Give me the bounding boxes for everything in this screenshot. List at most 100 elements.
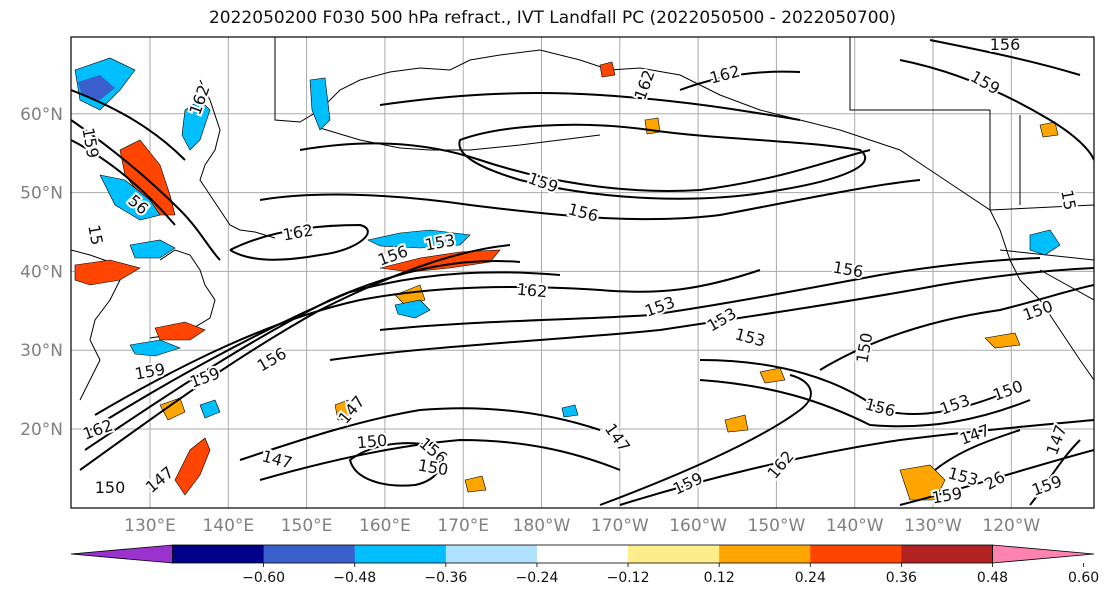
longitude-tick-label: 170°W (591, 516, 649, 536)
contour-162-north (379, 92, 801, 121)
coastlines (71, 37, 1094, 401)
contour-150-south (259, 438, 621, 481)
contour-153-east (699, 379, 1031, 428)
aleutian-chain (319, 127, 601, 151)
contour-label: 156 (990, 35, 1021, 54)
map-frame (70, 36, 1095, 509)
patch-neg-2 (78, 75, 115, 100)
latitude-labels: 60°N 50°N 40°N 30°N 20°N (20, 105, 63, 440)
patch-neg-9 (199, 399, 221, 419)
contour-159-nw (71, 119, 221, 261)
patch-pos-1 (119, 139, 176, 216)
colorbar-tick-label: 0.36 (886, 570, 917, 586)
contour-162-south (599, 374, 812, 506)
longitude-tick-label: 180°W (513, 516, 571, 536)
contour-153-mid (379, 257, 1041, 331)
colorbar-tick-label: 0.60 (1068, 570, 1099, 586)
colorbar-tick-label: −0.24 (515, 570, 558, 586)
longitude-tick-label: 130°E (124, 516, 176, 536)
contour-label: 15 (1057, 188, 1079, 211)
longitude-tick-label: 160°E (359, 516, 411, 536)
patch-neg-11 (309, 77, 331, 131)
latitude-tick-label: 20°N (20, 420, 63, 440)
colorbar-tick-label: 0.12 (704, 570, 735, 586)
contour-159-ring (458, 123, 867, 200)
patch-pos-8 (899, 464, 946, 501)
patch-pos-9 (984, 332, 1021, 349)
colorbar-segment (172, 545, 265, 563)
colorbar-segment (536, 545, 629, 563)
contour-150-ring-west (348, 442, 442, 487)
asia-coast (71, 249, 121, 401)
colorbar-tick-label: −0.12 (607, 570, 650, 586)
patch-pos-12 (1039, 121, 1059, 138)
patch-neg-7 (394, 299, 431, 319)
contour-156-mid (329, 267, 1094, 361)
longitude-tick-label: 150°W (748, 516, 806, 536)
contour-162-ne (679, 70, 801, 91)
patch-pos-15 (334, 399, 353, 421)
contour-162-jet (94, 269, 761, 416)
longitude-tick-label: 170°E (437, 516, 489, 536)
patch-neg-8 (129, 339, 181, 357)
map-title: 2022050200 F030 500 hPa refract., IVT La… (208, 8, 896, 28)
patch-pos-4 (394, 284, 426, 306)
patch-pos-14 (599, 61, 616, 78)
colorbar-extend-low (70, 544, 173, 564)
latitude-tick-label: 60°N (20, 105, 63, 125)
longitude-tick-label: 120°W (982, 516, 1040, 536)
patch-pos-6 (174, 437, 211, 496)
longitude-tick-label: 140°E (202, 516, 254, 536)
longitude-tick-label: 150°E (281, 516, 333, 536)
graticule (71, 37, 1094, 508)
contour-162-nw (71, 89, 186, 161)
contour-159-jet (89, 271, 561, 431)
colorbar-tick-label: 0.48 (977, 570, 1008, 586)
patch-neg-3 (99, 174, 161, 221)
contour-156-north (259, 179, 921, 221)
colorbar-tick-label: 0.24 (795, 570, 826, 586)
kamchatka-coast (199, 79, 276, 239)
patch-neg-6 (367, 229, 471, 249)
contour-label: 150 (95, 478, 126, 497)
colorbar-extend-high (992, 544, 1095, 564)
colorbar: −0.60 −0.48 −0.36 −0.24 −0.12 0.12 0.24 0.36 0.4… (70, 544, 1099, 586)
patch-neg-4 (181, 99, 211, 151)
latitude-tick-label: 40°N (20, 262, 63, 282)
border-line-6 (1039, 269, 1094, 301)
patch-neg-10 (1029, 229, 1061, 256)
contour-156-nw (71, 139, 176, 226)
contour-159-south (619, 419, 1094, 506)
latitude-tick-label: 50°N (20, 184, 63, 204)
contour-162-west (229, 223, 369, 261)
contour-159-se (899, 449, 1094, 506)
colorbar-tick-label: −0.60 (242, 570, 285, 586)
colorbar-segment (263, 545, 356, 563)
patch-pos-11 (724, 414, 749, 433)
longitude-labels: 130°E 140°E 150°E 160°E 170°E 180°W 170°W 160°W… (124, 516, 1040, 536)
map-background (71, 37, 1094, 508)
patch-pos-5 (154, 321, 206, 341)
contour-147-se2 (934, 429, 1021, 471)
contour-label: 150 (356, 431, 388, 453)
contour-label: 162 (516, 280, 548, 302)
colorbar-segment (354, 545, 447, 563)
colorbar-tick-label: −0.48 (333, 570, 376, 586)
colorbar-segment (810, 545, 902, 563)
patch-pos-10 (759, 367, 786, 384)
latitude-tick-label: 30°N (20, 341, 63, 361)
anomaly-patches (74, 57, 1061, 501)
longitude-tick-label: 140°W (826, 516, 884, 536)
colorbar-segment (901, 545, 993, 563)
colorbar-frame (172, 544, 993, 564)
contour-156-ne (929, 39, 1081, 76)
contour-159-ne (899, 59, 1094, 161)
patch-pos-7 (159, 397, 186, 421)
alaska-coast (274, 37, 1094, 381)
contour-150-east (819, 284, 1094, 371)
border-line-5 (999, 249, 1094, 261)
contour-lines (71, 39, 1094, 506)
colorbar-segment (628, 545, 720, 563)
border-line-3 (989, 204, 1094, 211)
